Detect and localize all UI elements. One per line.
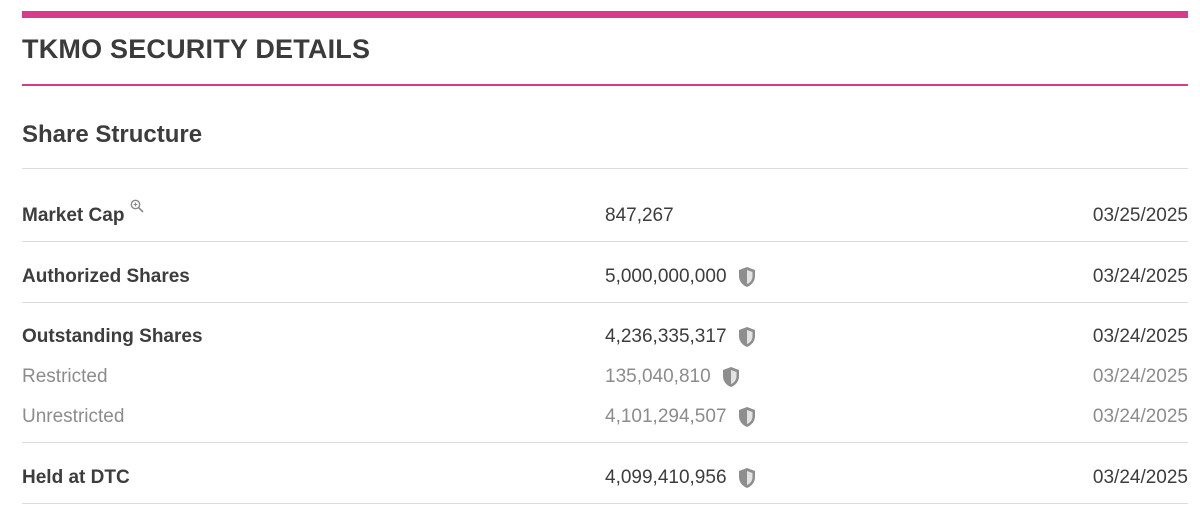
- restricted-date: 03/24/2025: [1092, 366, 1188, 387]
- market-cap-label: Market Cap: [22, 199, 144, 231]
- market-cap-value: 847,267: [605, 205, 674, 226]
- outstanding-shares-value: 4,236,335,317: [605, 322, 757, 352]
- market-cap-row: Market Cap 847,267 03/25/2025: [22, 199, 1188, 231]
- top-accent-bar: [22, 11, 1188, 18]
- section-divider: [22, 168, 1188, 169]
- row-divider: [22, 241, 1188, 242]
- restricted-row: Restricted 135,040,810 03/24/2025: [22, 362, 1188, 392]
- title-divider: [22, 84, 1188, 86]
- held-at-dtc-label: Held at DTC: [22, 467, 130, 488]
- outstanding-shares-row: Outstanding Shares 4,236,335,317 03/24/2…: [22, 322, 1188, 352]
- shield-icon[interactable]: [737, 326, 757, 348]
- authorized-shares-label: Authorized Shares: [22, 266, 190, 287]
- outstanding-shares-label: Outstanding Shares: [22, 326, 203, 347]
- authorized-shares-value: 5,000,000,000: [605, 262, 757, 292]
- held-at-dtc-value: 4,099,410,956: [605, 463, 757, 493]
- restricted-label: Restricted: [22, 366, 108, 387]
- unrestricted-label: Unrestricted: [22, 406, 125, 427]
- shield-icon[interactable]: [737, 266, 757, 288]
- section-title: Share Structure: [22, 121, 203, 148]
- zoom-icon[interactable]: [130, 199, 144, 213]
- outstanding-shares-date: 03/24/2025: [1092, 326, 1188, 347]
- restricted-value: 135,040,810: [605, 362, 741, 392]
- held-at-dtc-row: Held at DTC 4,099,410,956 03/24/2025: [22, 463, 1188, 493]
- shield-icon[interactable]: [737, 406, 757, 428]
- unrestricted-value: 4,101,294,507: [605, 402, 757, 432]
- unrestricted-date: 03/24/2025: [1092, 406, 1188, 427]
- unrestricted-row: Unrestricted 4,101,294,507 03/24/2025: [22, 402, 1188, 432]
- row-divider: [22, 302, 1188, 303]
- authorized-shares-date: 03/24/2025: [1092, 266, 1188, 287]
- shield-icon[interactable]: [737, 467, 757, 489]
- held-at-dtc-date: 03/24/2025: [1092, 467, 1188, 488]
- shield-icon[interactable]: [721, 366, 741, 388]
- authorized-shares-row: Authorized Shares 5,000,000,000 03/24/20…: [22, 262, 1188, 292]
- page-title: TKMO SECURITY DETAILS: [22, 34, 371, 64]
- row-divider: [22, 503, 1188, 504]
- market-cap-date: 03/25/2025: [1092, 205, 1188, 226]
- row-divider: [22, 442, 1188, 443]
